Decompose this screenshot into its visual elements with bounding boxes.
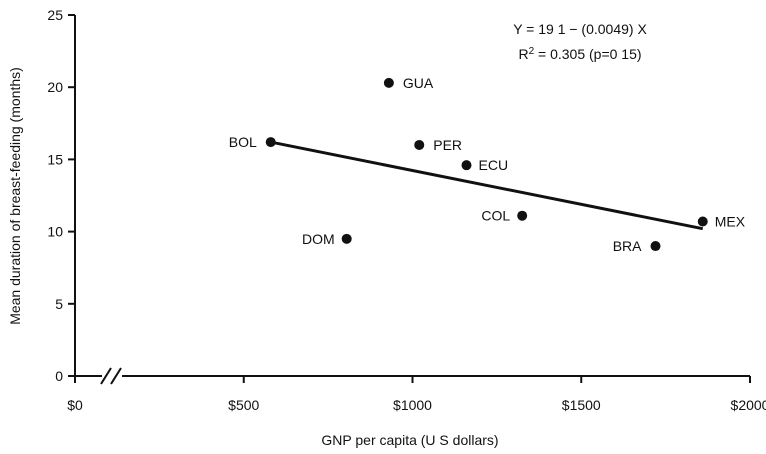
y-axis-label: Mean duration of breast-feeding (months) — [7, 67, 23, 325]
point-mex — [697, 216, 708, 227]
axis-break-slash-left — [100, 367, 112, 385]
equation-annotation: Y = 19 1 − (0.0049) X R2 = 0.305 (p=0 15… — [513, 21, 647, 62]
r-squared-text: R2 = 0.305 (p=0 15) — [518, 46, 641, 63]
x-tick-label: $0 — [67, 397, 83, 413]
point-gua — [383, 77, 394, 88]
point-bol — [265, 137, 276, 148]
regression-line — [270, 140, 704, 231]
data-points: BOL GUA PER ECU COL DOM BRA MEX — [229, 75, 746, 254]
x-axis-label: GNP per capita (U S dollars) — [321, 432, 498, 448]
axis-break-slash-right — [110, 367, 122, 385]
y-tick-label: 15 — [47, 151, 63, 167]
axes — [74, 15, 750, 385]
axis-break-mark — [100, 367, 122, 385]
x-tick-label: $2000 — [731, 397, 766, 413]
y-tick-label: 0 — [55, 368, 63, 384]
point-dom — [341, 233, 352, 244]
r-squared-rest: = 0.305 (p=0 15) — [534, 46, 641, 62]
point-label-bol: BOL — [229, 134, 257, 150]
equation-text: Y = 19 1 − (0.0049) X — [513, 21, 647, 37]
point-label-per: PER — [433, 137, 462, 153]
r-squared-exponent: 2 — [529, 46, 535, 57]
y-tick-label: 5 — [55, 296, 63, 312]
x-tick-label: $500 — [228, 397, 259, 413]
y-tick-label: 10 — [47, 224, 63, 240]
x-tick-label: $1000 — [393, 397, 432, 413]
y-tick-label: 20 — [47, 79, 63, 95]
x-tick-label: $1500 — [562, 397, 601, 413]
r-squared-prefix: R — [518, 46, 528, 62]
y-tick-label: 25 — [47, 7, 63, 23]
point-label-gua: GUA — [403, 75, 434, 91]
point-label-bra: BRA — [613, 238, 642, 254]
point-per — [414, 139, 425, 150]
point-ecu — [461, 160, 472, 171]
point-label-col: COL — [481, 208, 510, 224]
point-label-mex: MEX — [715, 213, 746, 229]
y-ticks: 0 5 10 15 20 25 — [47, 7, 75, 384]
point-label-dom: DOM — [302, 231, 335, 247]
point-label-ecu: ECU — [479, 157, 509, 173]
point-bra — [650, 241, 661, 252]
point-col — [517, 210, 528, 221]
x-ticks: $0 $500 $1000 $1500 $2000 — [67, 376, 766, 413]
